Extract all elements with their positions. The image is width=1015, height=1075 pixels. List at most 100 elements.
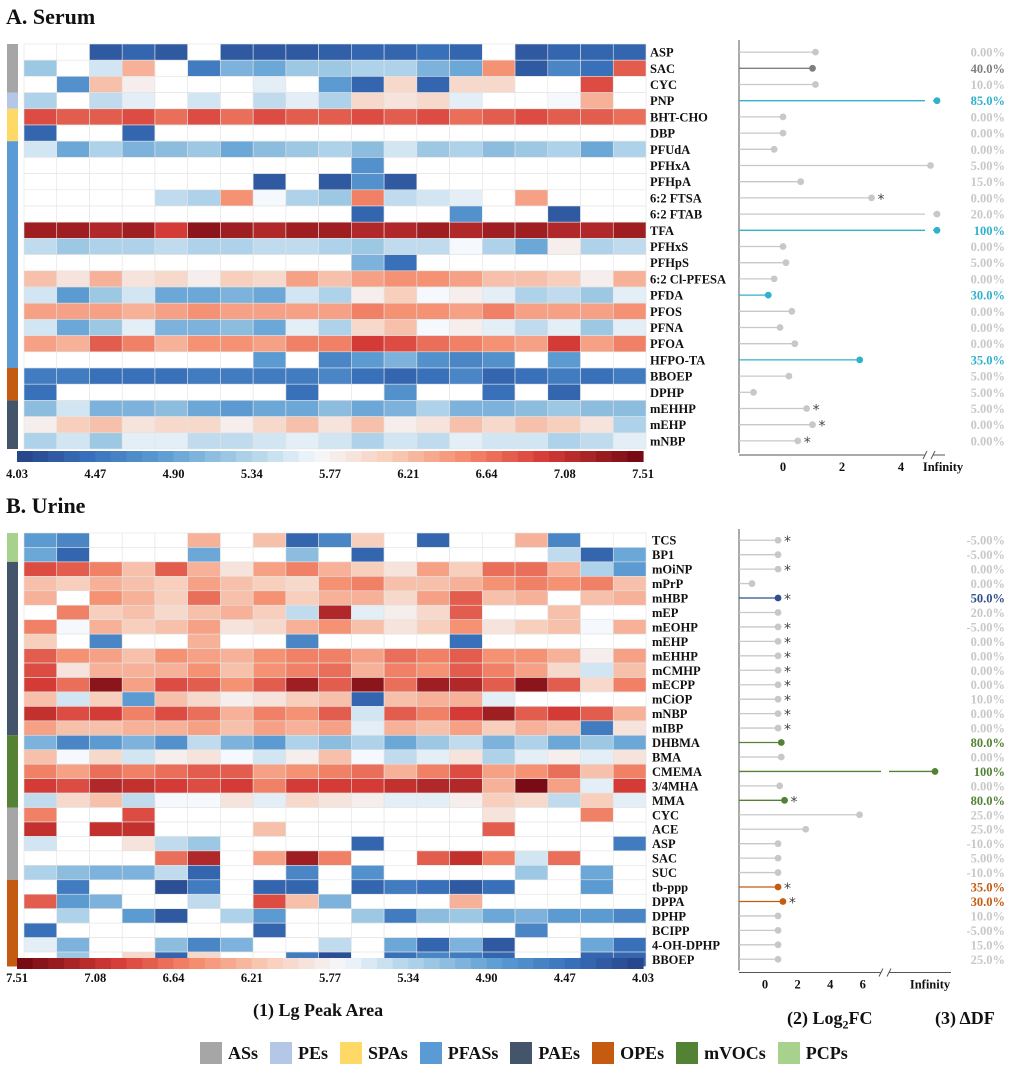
urine-heatmap-cell <box>612 821 647 837</box>
serum-heatmap-cell <box>547 140 581 158</box>
legend-swatch <box>510 1042 533 1064</box>
serum-heatmap-cell <box>612 319 647 336</box>
serum-heatmap-cell <box>56 416 90 434</box>
serum-heatmap-cell <box>154 157 188 174</box>
serum-ddf-value: 0.00% <box>971 110 1005 124</box>
urine-heatmap-cell <box>612 792 647 808</box>
serum-heatmap-cell <box>252 238 287 255</box>
serum-heatmap-cell <box>285 157 319 174</box>
urine-heatmap-cell <box>383 633 418 649</box>
serum-heatmap-cell <box>56 432 90 450</box>
serum-heatmap-cell <box>121 335 156 353</box>
urine-heatmap-cell <box>89 893 123 909</box>
urine-heatmap-cell <box>23 590 58 606</box>
urine-heatmap-cell <box>482 763 516 779</box>
legend-item: PCPs <box>777 1042 848 1064</box>
serum-row-label: CYC <box>650 78 677 92</box>
urine-heatmap-cell <box>56 778 90 794</box>
urine-fc-significance-star: * <box>784 563 791 579</box>
serum-heatmap-cell <box>514 335 549 353</box>
urine-ddf-value: 0.00% <box>971 635 1005 649</box>
serum-heatmap-cell <box>154 205 188 223</box>
urine-heatmap-cell <box>318 850 352 866</box>
urine-row-label: mCMHP <box>652 664 701 678</box>
serum-heatmap-cell <box>252 302 287 320</box>
urine-heatmap-cell <box>56 633 90 649</box>
serum-heatmap-cell <box>187 205 221 223</box>
urine-heatmap-cell <box>416 836 450 852</box>
urine-heatmap-cell <box>580 720 614 736</box>
urine-heatmap-cell <box>318 865 352 881</box>
urine-heatmap-cell <box>449 763 483 779</box>
urine-fc-significance-star: * <box>784 664 791 680</box>
urine-heatmap-cell <box>383 792 418 808</box>
urine-colorbar-segment <box>486 958 503 969</box>
serum-heatmap-cell <box>547 367 581 385</box>
serum-heatmap-cell <box>252 59 287 77</box>
serum-fc-axis-break <box>922 450 928 460</box>
serum-heatmap-cell <box>318 335 352 353</box>
urine-heatmap-cell <box>482 908 516 924</box>
urine-ddf-value: 5.00% <box>971 852 1005 866</box>
urine-heatmap-cell <box>154 749 188 765</box>
serum-heatmap-cell <box>514 238 549 255</box>
legend-item: SPAs <box>340 1042 408 1064</box>
serum-heatmap-cell <box>580 351 614 369</box>
urine-heatmap-cell <box>547 590 581 606</box>
urine-fc-tick: 2 <box>794 978 800 992</box>
urine-heatmap-cell <box>56 865 90 881</box>
serum-heatmap-cell <box>416 59 450 77</box>
urine-heatmap-cell <box>220 561 254 577</box>
urine-heatmap-cell <box>121 691 156 707</box>
urine-heatmap-cell <box>547 749 581 765</box>
serum-heatmap-cell <box>89 302 123 320</box>
urine-heatmap-cell <box>580 734 614 751</box>
serum-heatmap-cell <box>187 416 221 434</box>
urine-heatmap-cell <box>580 749 614 765</box>
urine-heatmap-cell <box>89 547 123 563</box>
urine-colorbar-segment <box>423 958 441 969</box>
urine-heatmap-cell <box>89 749 123 765</box>
serum-heatmap-cell <box>580 302 614 320</box>
serum-heatmap-cell <box>449 124 483 142</box>
urine-heatmap-cell <box>285 532 319 548</box>
serum-heatmap-cell <box>416 254 450 272</box>
serum-fc-dot <box>868 194 875 202</box>
serum-heatmap-cell <box>23 400 58 417</box>
urine-heatmap-cell <box>187 648 221 664</box>
urine-heatmap-cell <box>154 720 188 736</box>
urine-heatmap-cell <box>285 893 319 909</box>
serum-heatmap-cell <box>612 351 647 369</box>
serum-colorbar-segment <box>439 451 456 462</box>
urine-row-label: mIBP <box>652 722 684 736</box>
serum-heatmap-cell <box>220 286 254 304</box>
urine-heatmap-cell <box>351 893 385 909</box>
serum-heatmap-cell <box>318 367 352 385</box>
urine-heatmap-cell <box>612 850 647 866</box>
urine-colorbar-segment <box>126 958 143 969</box>
urine-heatmap-cell <box>56 893 90 909</box>
serum-heatmap-cell <box>121 302 156 320</box>
urine-heatmap-cell <box>285 691 319 707</box>
serum-heatmap-cell <box>252 383 287 401</box>
serum-heatmap-cell <box>482 286 516 304</box>
urine-heatmap-cell <box>220 648 254 664</box>
serum-heatmap-cell <box>612 189 647 207</box>
serum-colorbar-segment <box>79 451 96 462</box>
urine-heatmap-cell <box>23 778 58 794</box>
urine-row-label: mEOHP <box>652 620 698 634</box>
serum-heatmap-cell <box>449 302 483 320</box>
urine-heatmap-cell <box>220 792 254 808</box>
urine-heatmap-cell <box>514 792 549 808</box>
urine-heatmap-cell <box>383 720 418 736</box>
serum-heatmap-cell <box>482 416 516 434</box>
urine-heatmap-cell <box>285 865 319 881</box>
serum-heatmap-cell <box>612 238 647 255</box>
urine-heatmap-cell <box>383 807 418 823</box>
urine-heatmap-cell <box>318 778 352 794</box>
urine-heatmap-cell <box>220 778 254 794</box>
urine-colorbar-segment <box>79 958 96 969</box>
urine-heatmap-cell <box>154 850 188 866</box>
serum-group-bar-opes <box>7 368 18 401</box>
urine-heatmap-cell <box>187 792 221 808</box>
